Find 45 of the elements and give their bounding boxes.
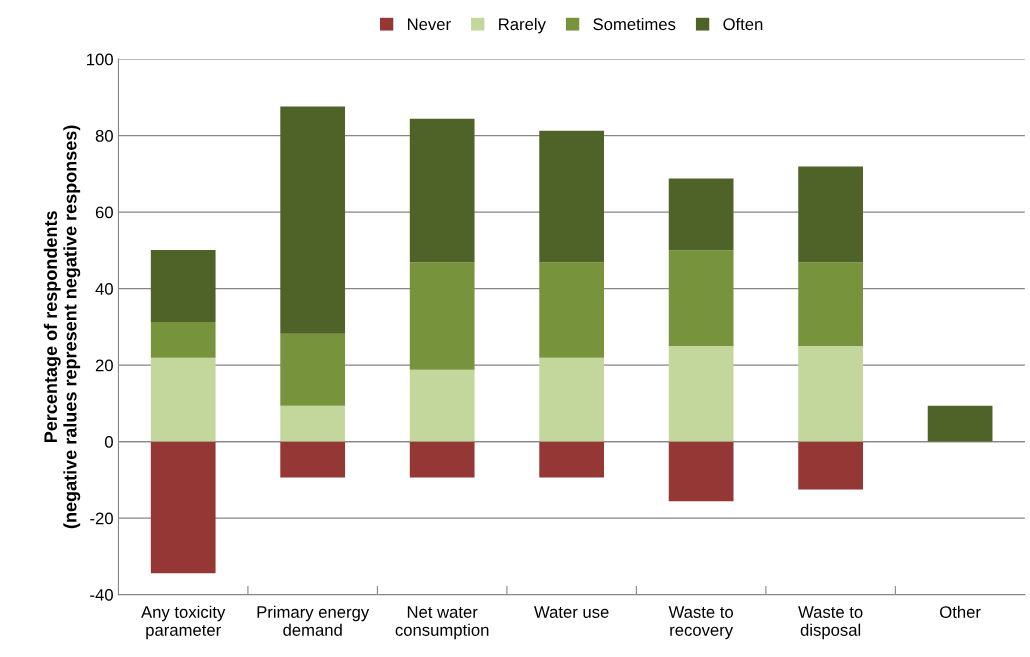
bar: [150, 441, 216, 574]
bar: [409, 441, 475, 478]
y-axis-title: Percentage of respondents (negative ralues represent negative responses): [43, 125, 81, 529]
bar: [927, 405, 993, 442]
bar: [150, 321, 216, 358]
y-tick-label: 0: [104, 436, 113, 448]
bar: [409, 118, 475, 263]
bar: [539, 130, 605, 263]
bar: [539, 262, 605, 358]
y-tick-label: 40: [95, 283, 113, 295]
bar: [150, 249, 216, 322]
bar: [280, 106, 346, 334]
bar: [668, 345, 734, 442]
bar: [539, 441, 605, 478]
y-tick-label: 20: [95, 359, 113, 372]
bar: [539, 357, 605, 442]
y-tick-label: -40: [90, 588, 113, 601]
legend-label: Often: [723, 17, 763, 31]
x-tick-label: Net water consumption: [395, 606, 489, 640]
x-tick-label: Waste to recovery: [668, 606, 734, 640]
bar: [668, 441, 734, 502]
x-tick-label: Waste to disposal: [798, 606, 863, 640]
bar: [150, 357, 216, 442]
legend-label: Rarely: [499, 17, 546, 34]
bar: [798, 166, 863, 263]
bar: [668, 178, 734, 251]
bar: [409, 369, 475, 442]
x-tick-label: Water use: [534, 606, 609, 618]
bar: [280, 333, 346, 406]
legend-label: Never: [407, 18, 451, 31]
x-tick-label: Other: [940, 605, 981, 618]
legend-label: Sometimes: [593, 17, 676, 31]
y-tick-label: 80: [95, 130, 113, 142]
bar: [280, 405, 346, 442]
bar: [409, 262, 475, 370]
bar: [668, 250, 734, 346]
y-tick-label: 100: [87, 53, 113, 66]
bar: [798, 345, 863, 442]
y-tick-label: 60: [95, 206, 113, 219]
bar: [798, 441, 863, 490]
y-tick-label: -20: [90, 512, 113, 525]
bar: [798, 262, 863, 346]
bar: [280, 441, 346, 478]
x-tick-label: Primary energy demand: [257, 605, 370, 636]
x-tick-label: Any toxicity parameter: [141, 605, 226, 640]
